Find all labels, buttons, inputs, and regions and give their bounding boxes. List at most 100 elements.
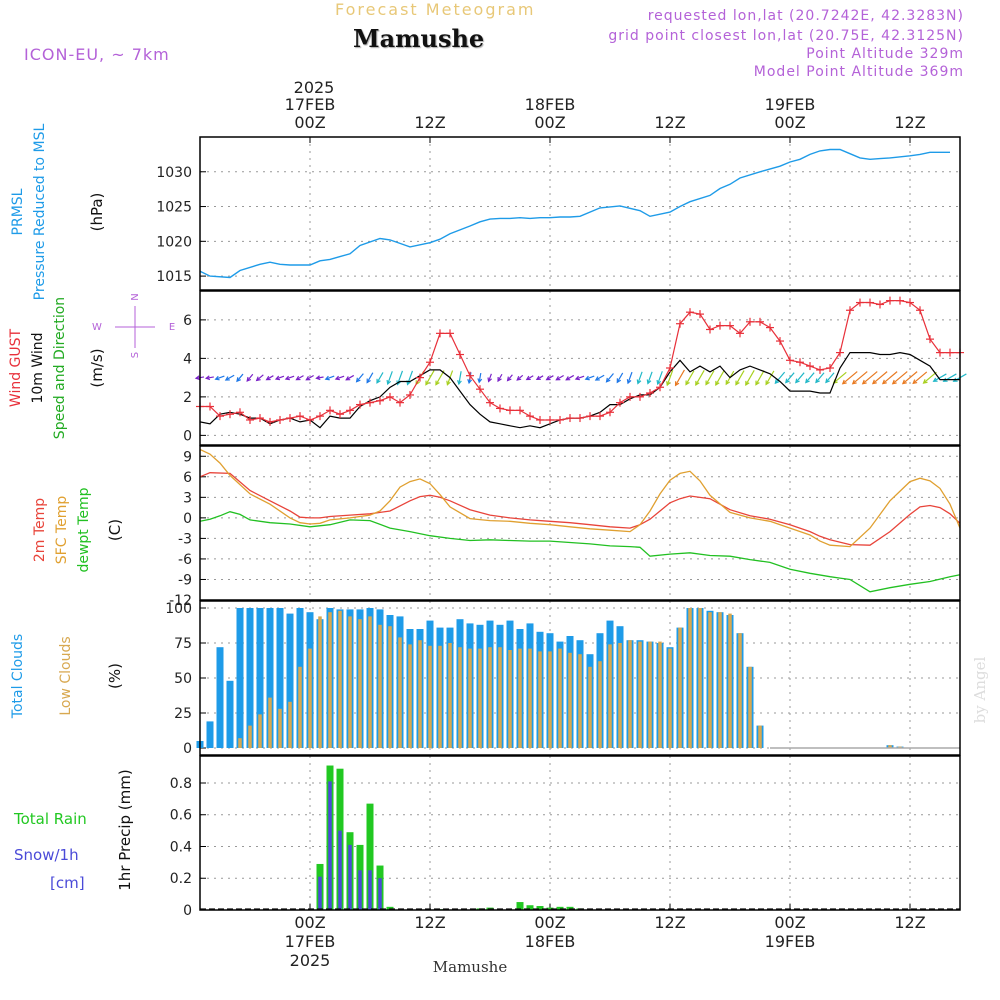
- gust-marker: [296, 412, 304, 421]
- gust-marker: [596, 412, 604, 421]
- arrow-shaft: [795, 372, 805, 383]
- wind-ylabel-dir: Speed and Direction: [52, 297, 68, 439]
- arrow-shaft: [657, 371, 663, 385]
- low-cloud-bar: [558, 648, 562, 748]
- arrow-shaft: [815, 372, 825, 383]
- low-cloud-bar: [448, 643, 452, 748]
- low-cloud-bar: [628, 640, 632, 748]
- gust-marker: [766, 323, 774, 332]
- arrow-shaft: [882, 371, 898, 385]
- panel-frame: [199, 600, 961, 756]
- wind-direction-arrow: [901, 371, 918, 385]
- y-tick-label: 50: [174, 671, 192, 687]
- low-cloud-bar: [718, 612, 722, 748]
- arrow-head: [851, 379, 857, 385]
- arrow-head: [932, 377, 938, 382]
- arrow-head: [725, 380, 730, 386]
- gust-marker: [326, 406, 334, 415]
- low-cloud-bar: [358, 619, 362, 748]
- arrow-shaft: [376, 372, 384, 384]
- low-cloud-bar: [888, 745, 892, 748]
- arrow-head: [912, 379, 918, 385]
- arrow-head: [345, 376, 351, 381]
- wind-direction-arrow: [932, 373, 947, 382]
- total-cloud-bar: [206, 721, 214, 748]
- requested-coords: requested lon,lat (20.7242E, 42.3283N): [647, 8, 964, 24]
- arrow-head: [334, 375, 340, 381]
- gust-marker: [826, 364, 834, 372]
- wind-direction-arrow: [425, 370, 435, 386]
- arrow-shaft: [675, 369, 685, 386]
- precip-label-rain: Total Rain: [13, 810, 87, 828]
- wind-direction-arrow: [745, 370, 755, 386]
- arrow-shaft: [745, 370, 755, 386]
- gust-marker: [416, 373, 424, 382]
- low-cloud-bar: [548, 651, 552, 748]
- arrow-head: [666, 381, 671, 387]
- arrow-head: [487, 377, 493, 383]
- wind-direction-arrow: [214, 375, 225, 381]
- y-tick-label: 0: [183, 511, 192, 527]
- arrow-head: [594, 376, 600, 381]
- arrow-shaft: [387, 371, 393, 385]
- precip-unit: 1hr Precip (mm): [116, 769, 134, 890]
- arrow-head: [506, 376, 512, 382]
- arrow-head: [765, 380, 770, 386]
- forecast-title: Forecast Meteogram: [335, 0, 536, 19]
- low-cloud-bar: [388, 626, 392, 748]
- wind-direction-arrow: [636, 371, 643, 385]
- snow-bar: [358, 870, 362, 910]
- pressure-line: [199, 148, 950, 279]
- arrow-head: [755, 380, 760, 386]
- gust-marker: [496, 404, 504, 413]
- arrow-head: [825, 378, 830, 384]
- low-cloud-bar: [288, 701, 292, 748]
- arrow-head: [626, 379, 632, 385]
- low-cloud-bar: [748, 666, 752, 748]
- low-cloud-bar: [638, 641, 642, 748]
- arrow-shaft: [833, 371, 847, 384]
- gust-marker: [776, 337, 784, 346]
- arrow-head: [735, 380, 740, 386]
- panel-frame: [199, 136, 961, 291]
- arrow-shaft: [606, 373, 614, 383]
- gust-marker: [516, 406, 524, 415]
- top-year-label: 2025: [294, 78, 335, 97]
- top-hour-label: 00Z: [774, 113, 805, 132]
- arrow-head: [636, 379, 642, 385]
- gust-marker: [306, 415, 314, 424]
- arrow-head: [204, 375, 211, 381]
- wind-direction-arrow: [324, 375, 335, 381]
- arrow-shaft: [325, 375, 335, 380]
- arrow-shaft: [478, 372, 482, 383]
- arrow-head: [305, 375, 311, 381]
- bottom-location-label: Mamushe: [433, 958, 508, 976]
- gust-marker: [586, 412, 594, 421]
- pressure-ylabel-2: Pressure Reduced to MSL: [32, 123, 48, 300]
- y-tick-label: 6: [183, 313, 192, 329]
- gust-marker: [686, 308, 694, 317]
- arrow-shaft: [236, 373, 244, 382]
- arrow-shaft: [575, 375, 585, 380]
- wind-direction-arrow: [841, 371, 858, 385]
- temp-ylabel-sfc: SFC Temp: [54, 496, 70, 565]
- low-cloud-bar: [468, 648, 472, 748]
- wind-direction-arrow: [825, 372, 835, 384]
- low-cloud-bar: [498, 647, 502, 748]
- wind-direction-arrow: [765, 370, 775, 386]
- arrow-shaft: [705, 370, 715, 385]
- bottom-hour-label: 12Z: [894, 913, 925, 932]
- arrow-head: [795, 378, 800, 384]
- low-cloud-bar: [538, 651, 542, 748]
- wind-direction-arrow: [295, 375, 304, 381]
- bottom-date-label: 18FEB: [525, 932, 576, 951]
- arrow-head: [255, 376, 261, 382]
- top-hour-label: 12Z: [894, 113, 925, 132]
- gust-marker: [666, 364, 674, 372]
- arrow-head: [324, 375, 330, 381]
- wind-direction-arrow: [674, 369, 685, 387]
- arrow-shaft: [842, 371, 858, 385]
- arrow-shaft: [715, 370, 725, 386]
- low-cloud-bar: [698, 608, 702, 748]
